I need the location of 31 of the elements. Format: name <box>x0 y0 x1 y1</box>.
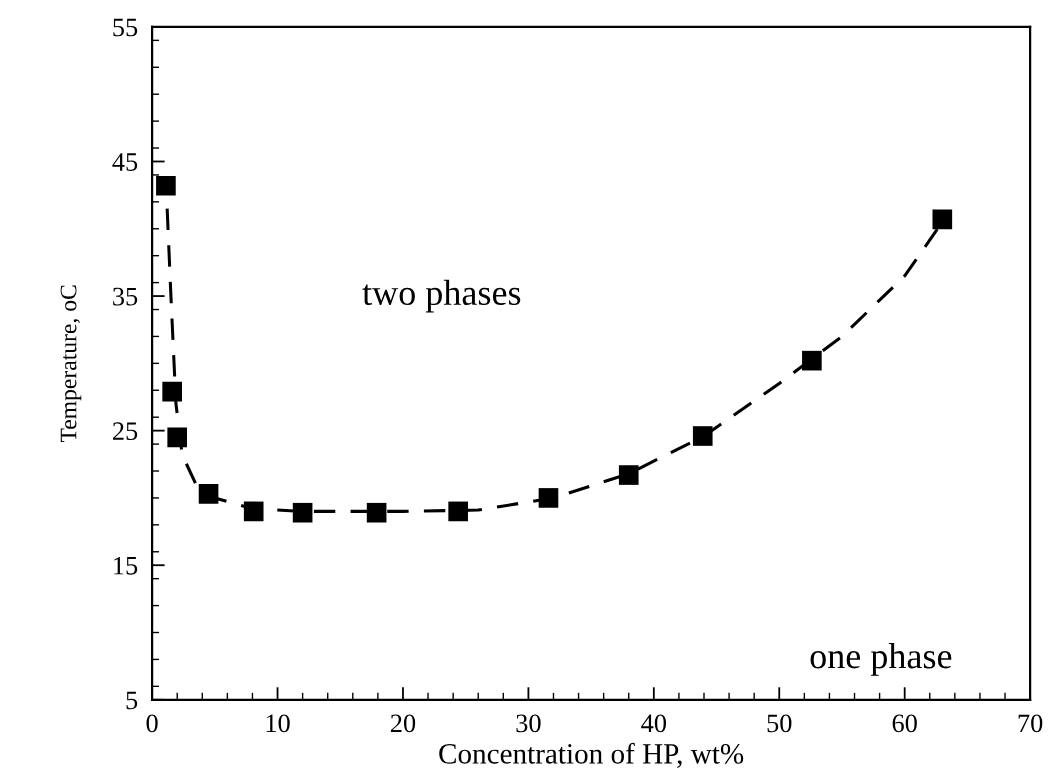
point <box>198 484 219 504</box>
point <box>538 488 559 508</box>
point <box>932 209 953 230</box>
point <box>448 501 468 522</box>
y-tick-label: 25 <box>112 422 138 441</box>
x-tick-label: 70 <box>1018 714 1043 733</box>
point <box>156 175 176 196</box>
x-tick-label: 50 <box>767 714 792 733</box>
x-tick-label: 60 <box>892 714 917 733</box>
point <box>802 350 822 371</box>
annotation: one phase <box>810 643 952 676</box>
x-axis-title: Concentration of HP, wt% <box>439 742 744 768</box>
point <box>243 501 264 522</box>
x-tick-label: 10 <box>266 714 290 733</box>
point <box>692 426 713 446</box>
point <box>162 381 182 402</box>
annotation: two phases <box>362 279 521 313</box>
x-tick-label: 40 <box>641 714 667 733</box>
y-axis-title: Temperature, oC <box>60 285 82 443</box>
point <box>292 502 313 523</box>
point <box>167 427 188 448</box>
x-tick-label: 30 <box>516 714 541 733</box>
point <box>618 465 639 485</box>
y-tick-label: 45 <box>112 153 138 171</box>
y-tick-label: 55 <box>113 18 138 37</box>
y-tick-label: 35 <box>113 287 138 306</box>
x-tick-label: 0 <box>146 714 158 733</box>
y-tick-label: 5 <box>126 691 138 710</box>
point <box>366 502 387 523</box>
y-tick-label: 15 <box>114 556 138 575</box>
x-tick-label: 20 <box>390 714 416 733</box>
